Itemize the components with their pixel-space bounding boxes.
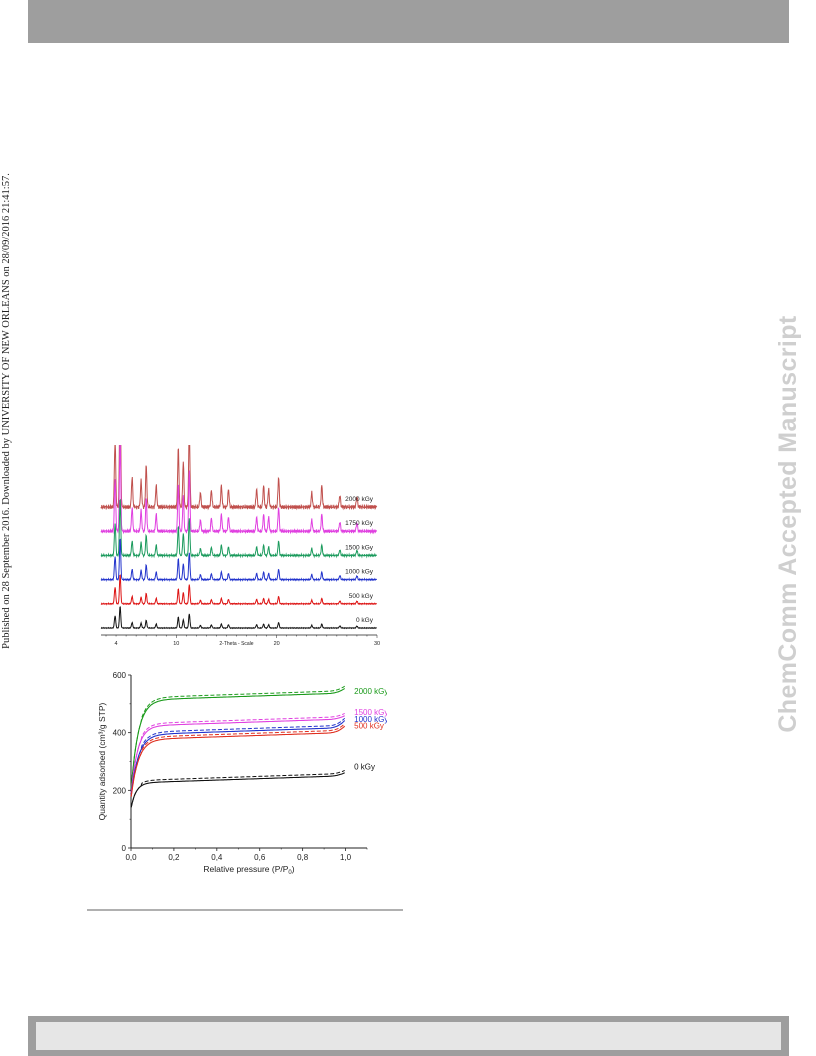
iso-y-tick-label: 200	[113, 786, 127, 795]
accepted-manuscript-watermark: ChemComm Accepted Manuscript	[774, 315, 802, 733]
iso-x-axis-label: Relative pressure (P/P0)	[203, 864, 294, 876]
xrd-series-label: 1750 kGy	[345, 520, 374, 527]
iso-series-label: 500 kGy	[354, 722, 384, 731]
iso-desorption-0-kGy	[130, 769, 345, 808]
iso-series-label: 1000 kGy	[354, 715, 387, 724]
iso-adsorption-500-kGy	[130, 725, 346, 797]
isotherm-chart: 0 200 400 600 0,0 0,2 0,4 0,6 0,8 1,0 Relative pre…	[97, 671, 387, 876]
iso-desorption-2000-kGy	[130, 685, 345, 789]
xrd-tick-label: 4	[115, 641, 118, 647]
xrd-series-1750-kGy	[100, 445, 378, 535]
xrd-series-1000-kGy	[100, 538, 378, 582]
iso-adsorption-0-kGy	[130, 772, 345, 808]
iso-desorption-1000-kGy	[130, 717, 346, 796]
iso-y-tick-label: 400	[113, 729, 127, 738]
xrd-series-1500-kGy	[100, 498, 378, 559]
iso-desorption-1500-kGy	[130, 712, 345, 794]
iso-x-tick-label: 1,0	[340, 853, 352, 862]
xrd-series-2000-kGy	[100, 445, 378, 511]
section-divider	[87, 909, 403, 911]
iso-x-tick-label: 0,6	[254, 853, 266, 862]
xrd-series-label: 1500 kGy	[345, 544, 374, 551]
iso-y-tick-label: 0	[122, 844, 127, 853]
iso-y-axis-label: Quantity adsorbed (cm³/g STP)	[97, 703, 107, 821]
iso-adsorption-2000-kGy	[130, 688, 345, 789]
iso-series-label: 1500 kGy	[354, 708, 387, 717]
xrd-series-label: 0 kGy	[356, 617, 374, 624]
iso-adsorption-1000-kGy	[130, 720, 346, 796]
xrd-series-label: 1000 kGy	[345, 569, 374, 576]
xrd-series-500-kGy	[100, 574, 377, 606]
header-bar	[28, 0, 789, 43]
iso-adsorption-1500-kGy	[130, 715, 345, 794]
iso-series-label: 0 kGy	[354, 763, 375, 772]
iso-x-tick-label: 0,0	[125, 853, 137, 862]
footer-inner	[36, 1022, 781, 1050]
xrd-tick-label: 10	[173, 641, 179, 647]
xrd-series-0-kGy	[100, 606, 377, 630]
iso-y-tick-label: 600	[113, 671, 127, 680]
figure: 2000 kGy 1750 kGy 1500 kGy 1000 kGy 500 kGy 0…	[87, 445, 387, 885]
xrd-series-label: 500 kGy	[349, 593, 374, 600]
xrd-tick-label: 20	[274, 641, 280, 647]
iso-x-tick-label: 0,8	[297, 853, 309, 862]
xrd-tick-label: 30	[374, 641, 380, 647]
iso-series-label: 2000 kGy	[354, 687, 387, 696]
iso-x-tick-label: 0,4	[211, 853, 223, 862]
publication-notice: Published on 28 September 2016. Download…	[1, 173, 12, 649]
xrd-chart: 2000 kGy 1750 kGy 1500 kGy 1000 kGy 500 kGy 0…	[100, 445, 380, 647]
xrd-series-label: 2000 kGy	[345, 496, 374, 503]
iso-x-tick-label: 0,2	[168, 853, 180, 862]
xrd-x-axis-label: 2-Theta - Scale	[219, 641, 253, 647]
footer-bar	[28, 1016, 789, 1056]
